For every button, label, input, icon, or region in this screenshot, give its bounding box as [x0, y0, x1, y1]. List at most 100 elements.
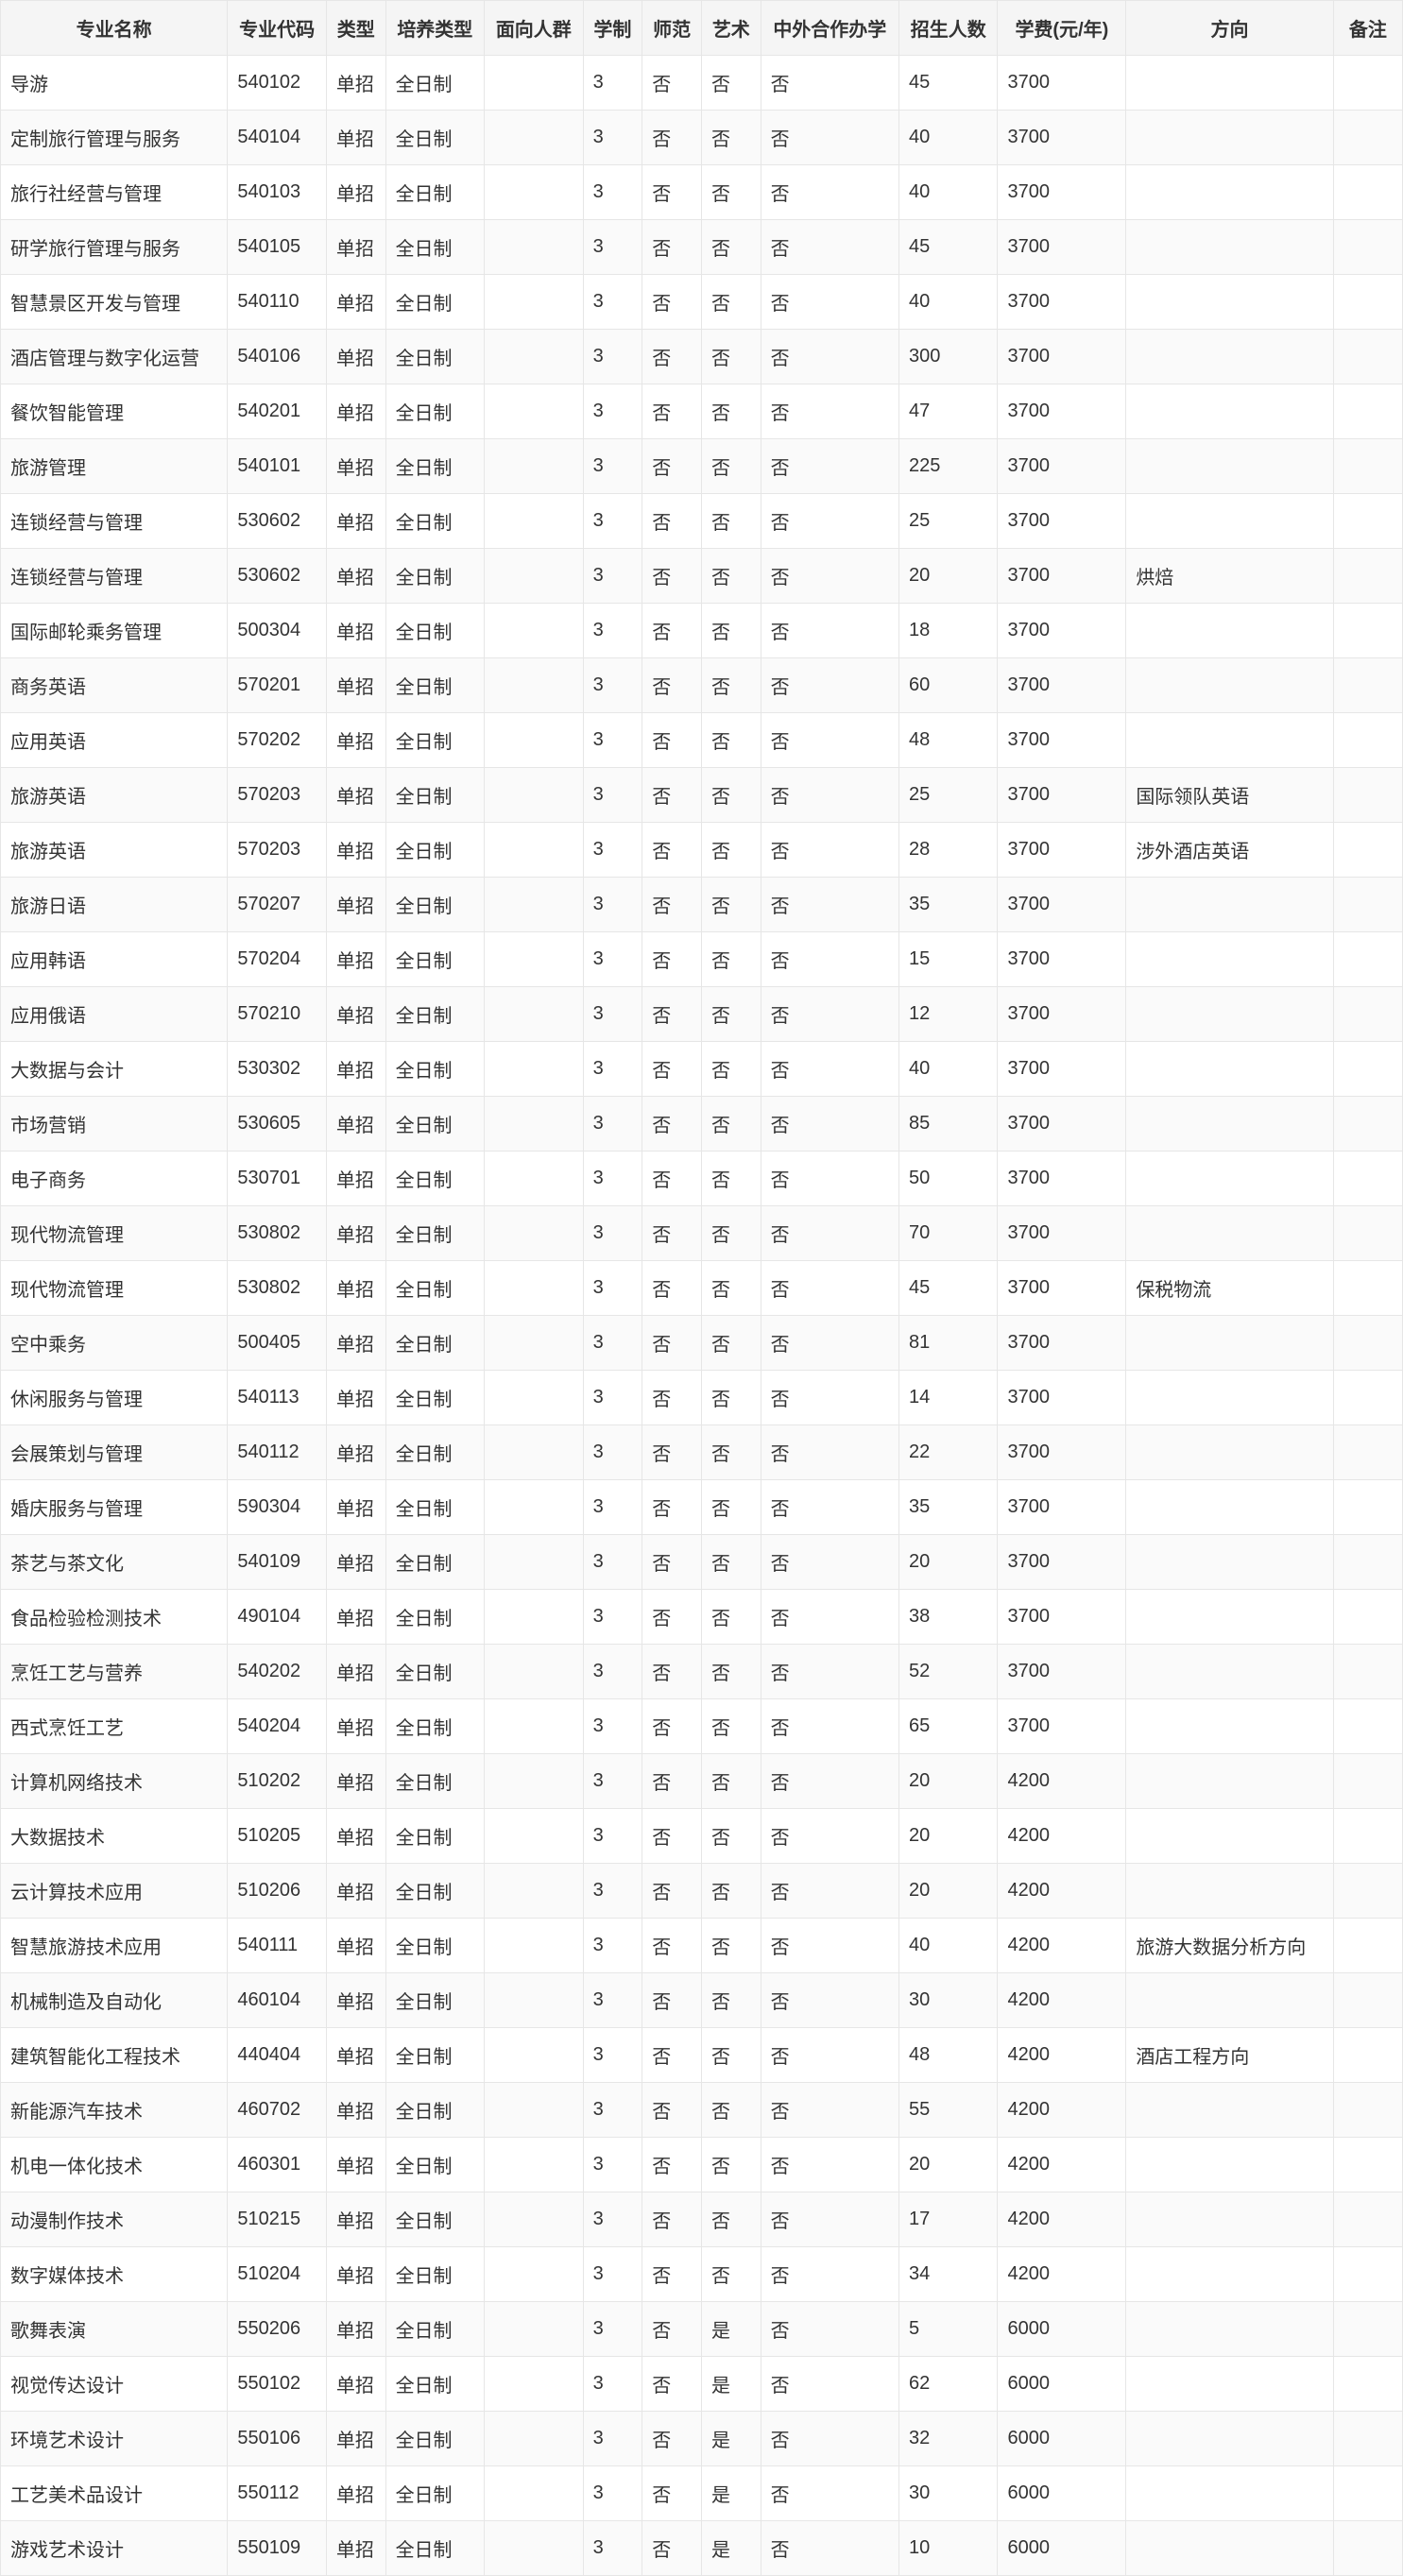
cell-code: 460104 [228, 1973, 327, 2028]
cell-code: 440404 [228, 2028, 327, 2083]
cell-code: 570210 [228, 987, 327, 1042]
cell-enroll: 52 [898, 1645, 998, 1699]
cell-art: 是 [701, 2412, 761, 2466]
cell-art: 否 [701, 220, 761, 275]
cell-code: 570201 [228, 658, 327, 713]
cell-tuition: 4200 [998, 2028, 1126, 2083]
col-header-study_type: 培养类型 [385, 1, 485, 56]
cell-type: 单招 [326, 549, 385, 604]
cell-target [485, 2192, 584, 2247]
cell-years: 3 [583, 713, 642, 768]
cell-enroll: 81 [898, 1316, 998, 1371]
cell-study_type: 全日制 [385, 2083, 485, 2138]
cell-normal: 否 [642, 1206, 702, 1261]
table-row: 工艺美术品设计550112单招全日制3否是否306000 [1, 2466, 1403, 2521]
cell-code: 490104 [228, 1590, 327, 1645]
cell-major: 新能源汽车技术 [1, 2083, 228, 2138]
cell-code: 510202 [228, 1754, 327, 1809]
cell-normal: 否 [642, 56, 702, 111]
cell-major: 智慧景区开发与管理 [1, 275, 228, 330]
cell-code: 510205 [228, 1809, 327, 1864]
cell-years: 3 [583, 987, 642, 1042]
cell-target [485, 220, 584, 275]
cell-years: 3 [583, 604, 642, 658]
cell-art: 否 [701, 56, 761, 111]
table-row: 智慧景区开发与管理540110单招全日制3否否否403700 [1, 275, 1403, 330]
cell-direction [1126, 1864, 1333, 1919]
cell-art: 否 [701, 1152, 761, 1206]
cell-direction [1126, 2521, 1333, 2576]
cell-art: 否 [701, 1864, 761, 1919]
table-row: 连锁经营与管理530602单招全日制3否否否253700 [1, 494, 1403, 549]
cell-remark [1333, 2028, 1402, 2083]
cell-coop: 否 [761, 220, 898, 275]
cell-study_type: 全日制 [385, 439, 485, 494]
cell-remark [1333, 1152, 1402, 1206]
table-row: 婚庆服务与管理590304单招全日制3否否否353700 [1, 1480, 1403, 1535]
cell-coop: 否 [761, 2412, 898, 2466]
cell-remark [1333, 1097, 1402, 1152]
cell-type: 单招 [326, 2247, 385, 2302]
cell-enroll: 25 [898, 768, 998, 823]
cell-study_type: 全日制 [385, 932, 485, 987]
cell-type: 单招 [326, 384, 385, 439]
cell-major: 智慧旅游技术应用 [1, 1919, 228, 1973]
cell-target [485, 330, 584, 384]
table-row: 旅行社经营与管理540103单招全日制3否否否403700 [1, 165, 1403, 220]
cell-coop: 否 [761, 604, 898, 658]
cell-coop: 否 [761, 549, 898, 604]
cell-enroll: 47 [898, 384, 998, 439]
cell-coop: 否 [761, 1590, 898, 1645]
cell-code: 540109 [228, 1535, 327, 1590]
cell-study_type: 全日制 [385, 1809, 485, 1864]
table-row: 动漫制作技术510215单招全日制3否否否174200 [1, 2192, 1403, 2247]
cell-coop: 否 [761, 658, 898, 713]
cell-years: 3 [583, 823, 642, 878]
cell-target [485, 494, 584, 549]
cell-remark [1333, 1425, 1402, 1480]
cell-remark [1333, 878, 1402, 932]
cell-coop: 否 [761, 1206, 898, 1261]
cell-study_type: 全日制 [385, 1425, 485, 1480]
cell-normal: 否 [642, 2138, 702, 2192]
cell-art: 是 [701, 2357, 761, 2412]
cell-normal: 否 [642, 1590, 702, 1645]
cell-enroll: 20 [898, 549, 998, 604]
cell-normal: 否 [642, 1645, 702, 1699]
table-row: 计算机网络技术510202单招全日制3否否否204200 [1, 1754, 1403, 1809]
table-row: 数字媒体技术510204单招全日制3否否否344200 [1, 2247, 1403, 2302]
cell-target [485, 604, 584, 658]
col-header-remark: 备注 [1333, 1, 1402, 56]
cell-years: 3 [583, 1809, 642, 1864]
cell-remark [1333, 384, 1402, 439]
cell-normal: 否 [642, 768, 702, 823]
cell-art: 否 [701, 1261, 761, 1316]
col-header-type: 类型 [326, 1, 385, 56]
cell-coop: 否 [761, 1754, 898, 1809]
cell-normal: 否 [642, 2521, 702, 2576]
cell-remark [1333, 2138, 1402, 2192]
cell-code: 530802 [228, 1261, 327, 1316]
cell-tuition: 4200 [998, 2138, 1126, 2192]
cell-study_type: 全日制 [385, 1371, 485, 1425]
cell-target [485, 2412, 584, 2466]
cell-major: 研学旅行管理与服务 [1, 220, 228, 275]
cell-major: 食品检验检测技术 [1, 1590, 228, 1645]
cell-direction [1126, 2466, 1333, 2521]
cell-coop: 否 [761, 111, 898, 165]
cell-major: 云计算技术应用 [1, 1864, 228, 1919]
cell-target [485, 1699, 584, 1754]
cell-coop: 否 [761, 1699, 898, 1754]
cell-normal: 否 [642, 1097, 702, 1152]
cell-art: 否 [701, 987, 761, 1042]
cell-direction [1126, 165, 1333, 220]
majors-table: 专业名称专业代码类型培养类型面向人群学制师范艺术中外合作办学招生人数学费(元/年… [0, 0, 1403, 2576]
cell-tuition: 3700 [998, 932, 1126, 987]
cell-enroll: 48 [898, 2028, 998, 2083]
cell-tuition: 3700 [998, 713, 1126, 768]
cell-enroll: 225 [898, 439, 998, 494]
cell-art: 否 [701, 111, 761, 165]
cell-type: 单招 [326, 2192, 385, 2247]
cell-normal: 否 [642, 604, 702, 658]
cell-tuition: 3700 [998, 1371, 1126, 1425]
